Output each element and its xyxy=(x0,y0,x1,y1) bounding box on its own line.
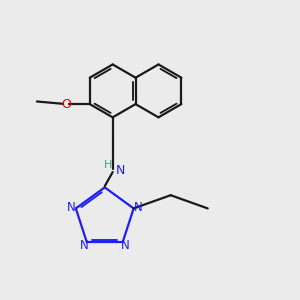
Text: N: N xyxy=(80,239,89,252)
Text: N: N xyxy=(121,239,130,252)
Text: N: N xyxy=(116,164,125,177)
Text: N: N xyxy=(134,201,142,214)
Text: H: H xyxy=(104,160,112,170)
Text: N: N xyxy=(67,201,76,214)
Text: O: O xyxy=(61,98,71,111)
